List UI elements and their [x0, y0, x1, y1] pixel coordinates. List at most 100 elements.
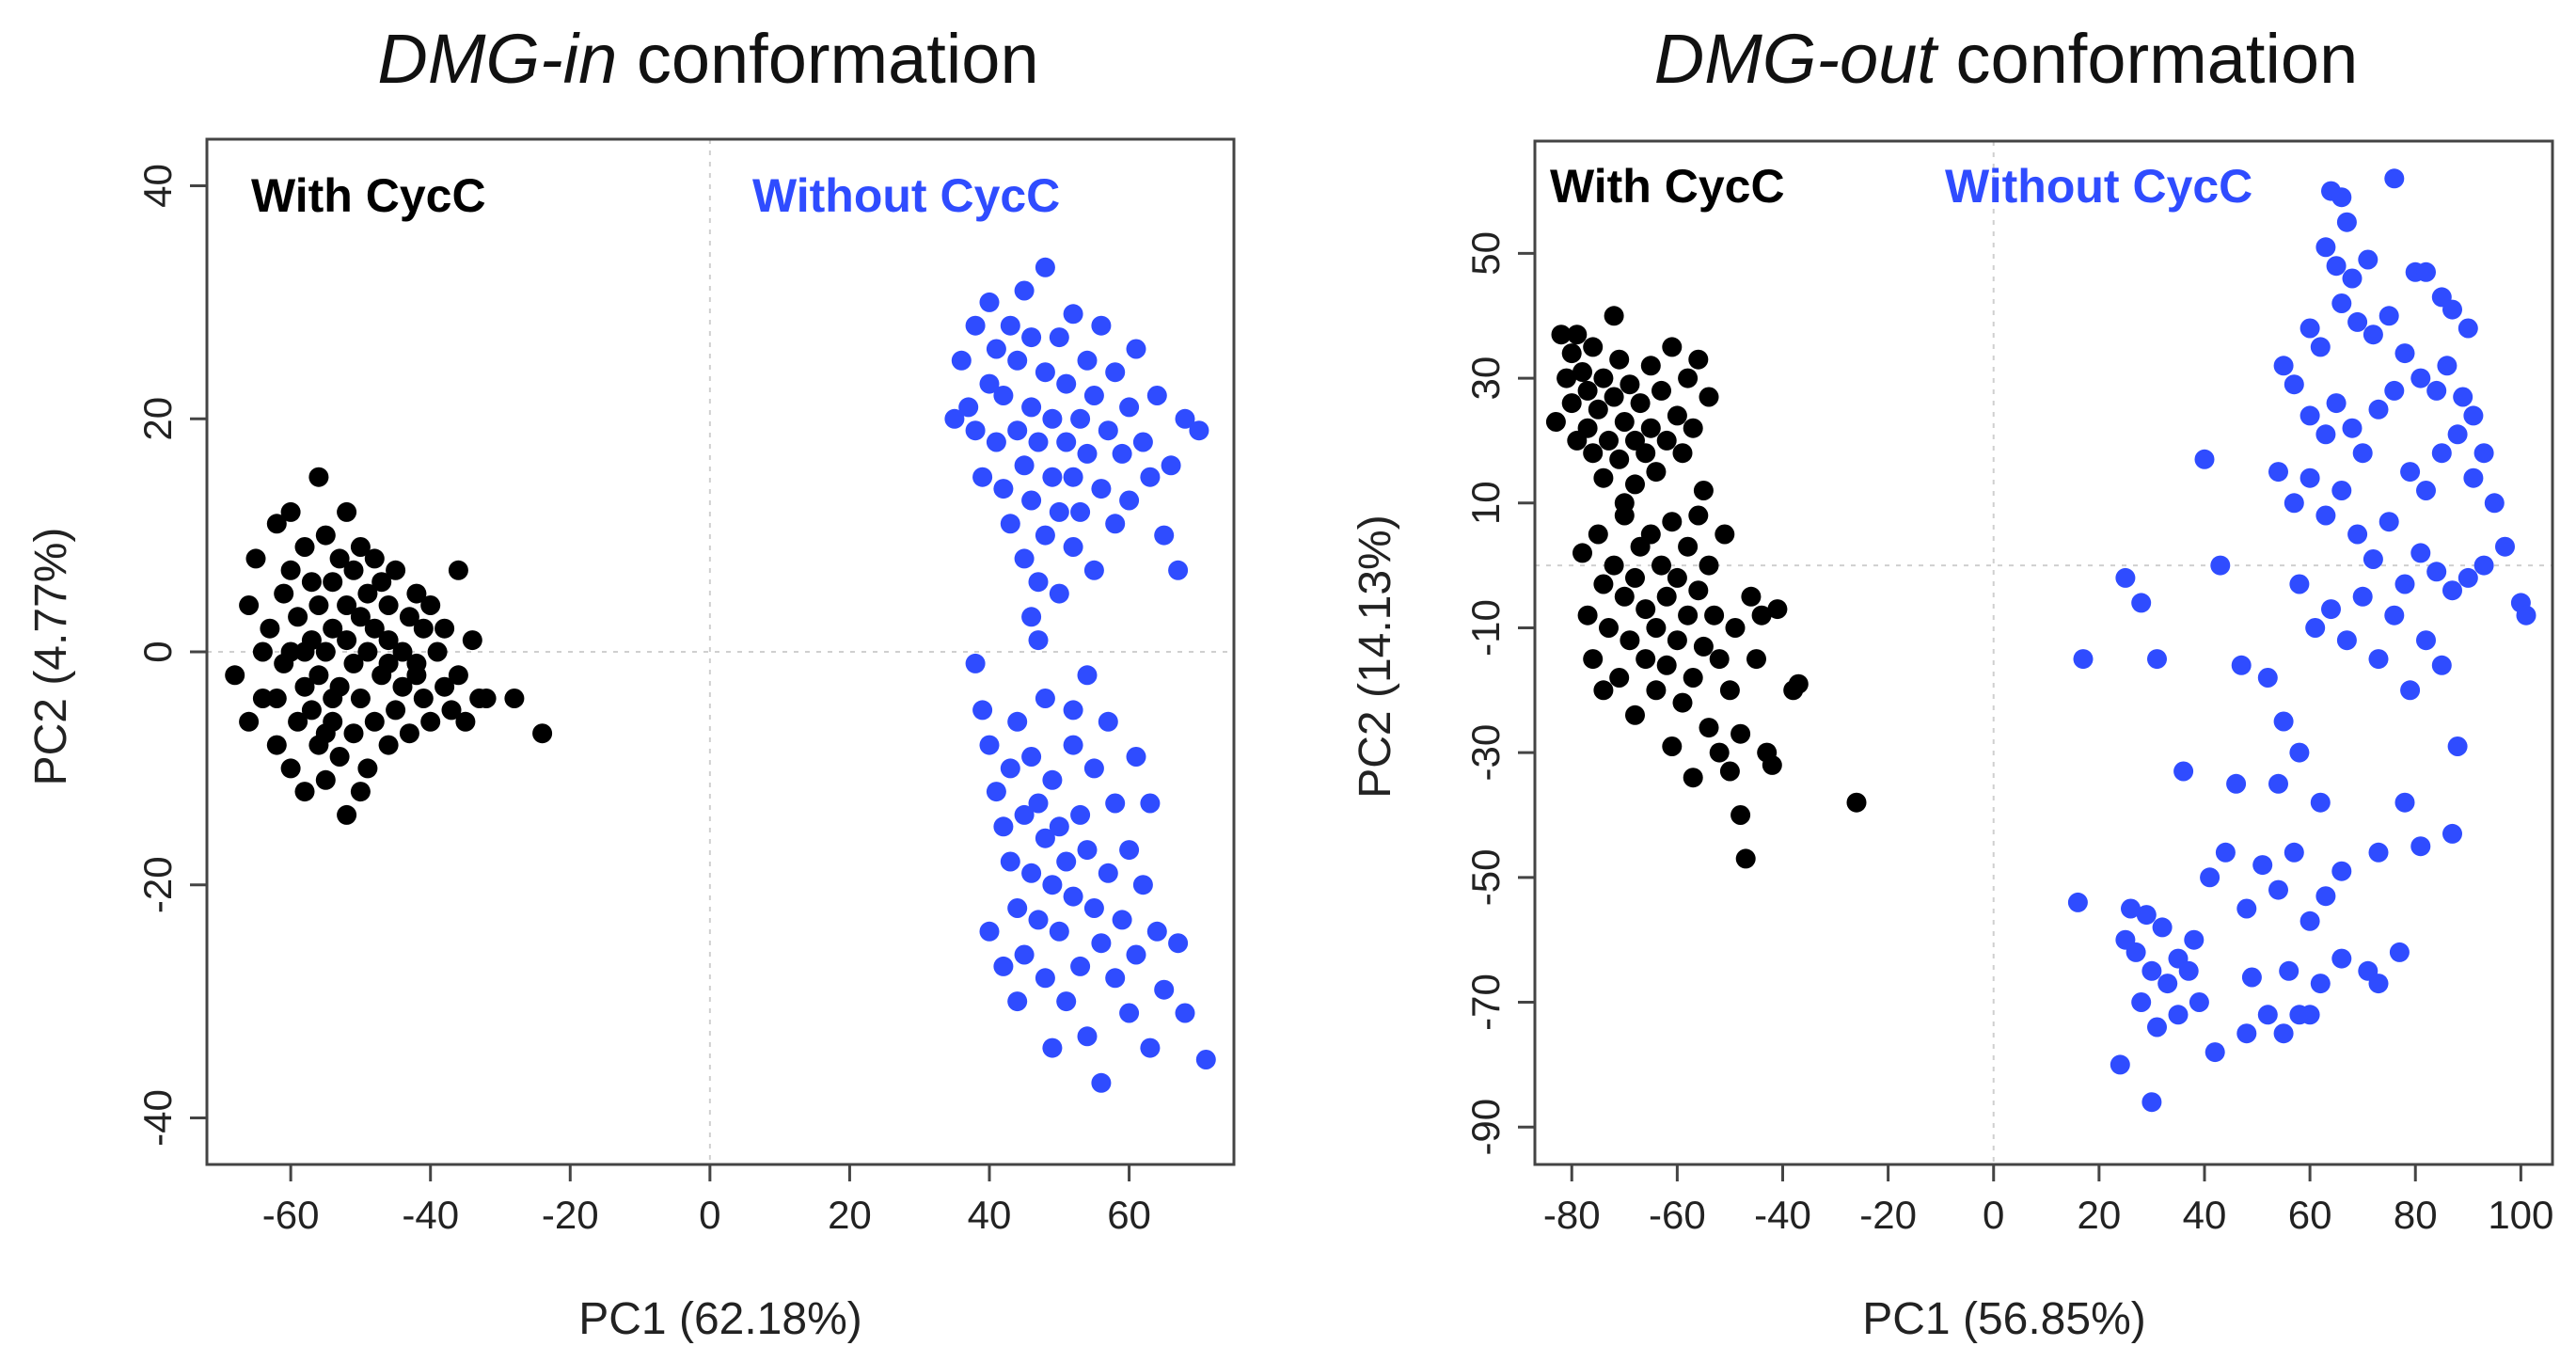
data-point-without-cycc: [1014, 548, 1035, 569]
data-point-without-cycc: [2378, 512, 2399, 532]
data-point-with-cycc: [1662, 512, 1683, 532]
data-point-with-cycc: [1640, 356, 1661, 376]
chart-title: DMG-in conformation: [377, 20, 1038, 98]
data-point-with-cycc: [301, 572, 322, 593]
data-point-without-cycc: [2257, 1005, 2278, 1025]
data-point-without-cycc: [1028, 432, 1049, 452]
data-point-with-cycc: [378, 653, 399, 673]
data-point-without-cycc: [1028, 572, 1049, 593]
data-point-with-cycc: [1683, 768, 1703, 788]
legend-label-with-cycc: With CycC: [251, 169, 486, 222]
data-point-with-cycc: [1672, 443, 1693, 464]
data-point-with-cycc: [1678, 536, 1699, 557]
data-point-with-cycc: [1715, 524, 1735, 545]
data-point-with-cycc: [315, 525, 336, 546]
data-point-without-cycc: [2368, 399, 2389, 420]
data-point-with-cycc: [1846, 792, 1867, 813]
data-point-without-cycc: [972, 700, 993, 721]
data-point-without-cycc: [2315, 424, 2336, 445]
data-point-without-cycc: [1119, 840, 1140, 861]
data-point-without-cycc: [1063, 735, 1083, 755]
data-point-without-cycc: [2336, 630, 2357, 651]
data-point-without-cycc: [2384, 168, 2405, 189]
data-point-with-cycc: [399, 723, 419, 744]
data-point-without-cycc: [1189, 420, 1209, 441]
x-axis-label: PC1 (62.18%): [578, 1294, 861, 1344]
data-point-with-cycc: [476, 689, 497, 708]
data-point-with-cycc: [1725, 618, 1746, 638]
data-point-with-cycc: [364, 711, 385, 732]
data-point-with-cycc: [1614, 505, 1635, 526]
data-point-without-cycc: [2289, 574, 2310, 594]
data-point-with-cycc: [435, 676, 455, 697]
data-point-with-cycc: [274, 583, 294, 604]
x-tick-label: 40: [968, 1193, 1012, 1237]
data-point-without-cycc: [2231, 655, 2252, 675]
data-point-with-cycc: [1588, 524, 1608, 545]
data-point-without-cycc: [1168, 933, 1189, 954]
data-point-without-cycc: [2273, 711, 2294, 732]
data-point-without-cycc: [2331, 948, 2352, 969]
data-point-without-cycc: [1161, 455, 1181, 476]
data-point-without-cycc: [1014, 455, 1035, 476]
data-point-without-cycc: [2331, 481, 2352, 500]
data-point-without-cycc: [1083, 898, 1104, 918]
y-tick-label: -40: [135, 1089, 180, 1147]
data-point-without-cycc: [2394, 343, 2415, 364]
data-point-with-cycc: [504, 689, 525, 708]
y-tick-label: -10: [1463, 599, 1508, 657]
data-point-with-cycc: [1593, 574, 1614, 594]
data-point-with-cycc: [435, 618, 455, 639]
data-point-without-cycc: [1146, 921, 1167, 942]
data-point-with-cycc: [1636, 599, 1656, 620]
data-point-without-cycc: [2299, 467, 2320, 488]
x-tick-label: 0: [699, 1193, 720, 1237]
data-point-without-cycc: [1007, 898, 1028, 918]
data-point-without-cycc: [1195, 1050, 1216, 1069]
data-point-with-cycc: [308, 595, 329, 615]
data-point-without-cycc: [2331, 861, 2352, 881]
data-point-with-cycc: [323, 618, 343, 639]
data-point-with-cycc: [315, 641, 336, 662]
data-point-with-cycc: [294, 782, 315, 802]
data-point-without-cycc: [2115, 929, 2136, 950]
data-point-without-cycc: [2400, 462, 2421, 483]
data-point-with-cycc: [399, 607, 419, 627]
y-axis-label: PC2 (4.77%): [26, 528, 76, 786]
data-point-without-cycc: [2257, 668, 2278, 688]
data-point-without-cycc: [1000, 514, 1020, 534]
data-point-with-cycc: [1593, 680, 1614, 701]
data-point-without-cycc: [1042, 875, 1063, 895]
x-tick-label: -20: [1859, 1193, 1917, 1237]
data-point-without-cycc: [2484, 493, 2505, 514]
data-point-without-cycc: [2279, 960, 2299, 981]
data-point-without-cycc: [2394, 574, 2415, 594]
data-point-with-cycc: [225, 665, 245, 686]
data-point-with-cycc: [1683, 418, 1703, 438]
data-point-without-cycc: [2463, 405, 2484, 426]
data-point-without-cycc: [1105, 514, 1126, 534]
data-point-without-cycc: [2152, 917, 2173, 938]
data-point-with-cycc: [1746, 649, 1766, 670]
y-tick-label: 40: [135, 164, 180, 208]
data-point-without-cycc: [2315, 886, 2336, 907]
data-point-without-cycc: [2273, 1023, 2294, 1044]
data-point-with-cycc: [337, 501, 357, 522]
data-point-with-cycc: [1719, 680, 1740, 701]
data-point-with-cycc: [1646, 618, 1667, 638]
data-point-with-cycc: [1667, 630, 1687, 651]
data-point-without-cycc: [1007, 350, 1028, 371]
y-axis: 50 30 10 -10 -30 -50 -70 -90: [1463, 231, 1535, 1156]
data-point-without-cycc: [1035, 968, 1055, 989]
data-point-with-cycc: [315, 723, 336, 744]
y-axis-label: PC2 (14.13%): [1351, 515, 1400, 798]
data-point-without-cycc: [1077, 443, 1098, 464]
data-point-with-cycc: [1651, 555, 1671, 576]
data-point-without-cycc: [2289, 742, 2310, 763]
data-point-with-cycc: [364, 618, 385, 639]
data-point-without-cycc: [1021, 490, 1042, 511]
data-point-without-cycc: [2363, 325, 2383, 345]
data-point-without-cycc: [1126, 944, 1146, 965]
data-point-with-cycc: [337, 804, 357, 825]
